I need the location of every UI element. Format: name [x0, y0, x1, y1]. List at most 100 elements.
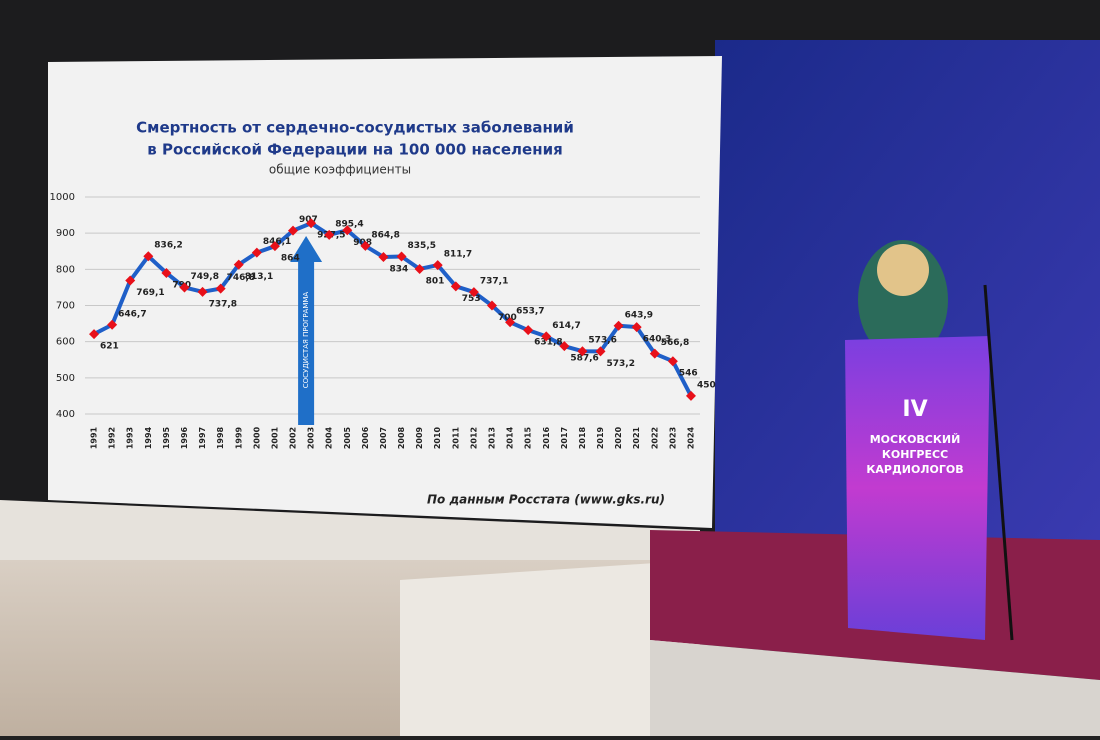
data-label: 864 [281, 254, 300, 264]
data-point [360, 240, 371, 251]
data-point [89, 329, 100, 340]
data-label: 631,8 [534, 338, 562, 348]
data-label: 835,5 [408, 241, 436, 251]
data-label: 811,7 [444, 250, 472, 260]
x-tick-label: 2010 [433, 426, 442, 449]
data-label: 836,2 [154, 241, 182, 251]
data-point [505, 317, 516, 328]
x-tick-label: 2011 [451, 426, 460, 449]
data-point [233, 259, 244, 270]
data-point [523, 325, 534, 336]
x-tick-label: 2012 [469, 427, 478, 449]
data-label: 737,1 [480, 277, 508, 287]
data-label: 769,1 [136, 288, 164, 298]
y-tick-label: 400 [56, 409, 75, 420]
data-label: 573,6 [588, 336, 616, 346]
podium-line: КАРДИОЛОГОВ [866, 463, 963, 476]
data-point [649, 348, 660, 359]
data-label: 546 [679, 369, 698, 379]
data-point [125, 275, 136, 286]
chart-subtitle: в Российской Федерации на 100 000 населе… [147, 141, 562, 159]
x-tick-label: 1997 [198, 427, 207, 449]
data-point [179, 282, 190, 293]
x-tick-label: 2006 [361, 426, 370, 449]
data-label: 813,1 [245, 272, 273, 282]
data-label: 907 [299, 215, 318, 225]
podium [845, 336, 990, 640]
podium-number: IV [902, 397, 927, 422]
source: По данным Росстата (www.gks.ru) [427, 493, 665, 507]
data-label: 749,8 [190, 272, 218, 282]
data-label: 895,4 [335, 219, 363, 229]
x-tick-label: 2000 [252, 426, 261, 449]
data-label: 653,7 [516, 307, 544, 317]
data-label: 737,8 [209, 299, 237, 309]
podium-line: МОСКОВСКИЙ [870, 433, 961, 446]
annotation-arrow [290, 236, 323, 425]
x-tick-label: 2016 [542, 426, 551, 449]
data-label: 746,8 [227, 273, 255, 283]
data-point [215, 283, 226, 294]
y-tick-label: 900 [56, 228, 75, 239]
data-point [468, 287, 479, 298]
x-tick-label: 2022 [650, 427, 659, 449]
screen [48, 56, 722, 528]
data-label: 801 [426, 276, 445, 286]
data-point [306, 218, 317, 229]
x-tick-label: 2023 [668, 427, 677, 449]
data-point [161, 267, 172, 278]
x-tick-label: 2018 [578, 426, 587, 449]
data-point [378, 252, 389, 263]
stage-front [650, 640, 1100, 736]
data-point [432, 260, 443, 271]
x-tick-label: 1992 [108, 427, 117, 449]
data-point [577, 346, 588, 357]
data-label: 643,9 [625, 310, 653, 320]
x-tick-label: 2020 [614, 426, 623, 449]
mic-stand [983, 284, 1014, 641]
data-label: 566,8 [661, 338, 689, 348]
y-tick-label: 1000 [50, 192, 75, 203]
y-tick-label: 600 [56, 337, 75, 348]
x-tick-label: 1999 [234, 426, 243, 449]
x-tick-label: 2019 [596, 426, 605, 449]
data-point [107, 319, 118, 330]
x-tick-label: 2009 [415, 426, 424, 449]
x-tick-label: 1995 [162, 426, 171, 449]
plot: 400 500 600 700 800 900 1000 1991 1992 1993 1994 19… [50, 192, 716, 449]
data-point [667, 356, 678, 367]
data-point [288, 225, 299, 236]
y-tick-label: 500 [56, 373, 75, 384]
x-tick-label: 2013 [487, 427, 496, 449]
x-tick-label: 1993 [126, 427, 135, 449]
x-tick-label: 2024 [686, 426, 695, 449]
data-label: 640,3 [643, 335, 671, 345]
x-tick-label: 2004 [325, 426, 334, 449]
data-point [414, 263, 425, 274]
data-point [685, 390, 696, 401]
data-point [595, 346, 606, 357]
x-tick-label: 2005 [343, 426, 352, 449]
x-tick-label: 1994 [144, 426, 153, 449]
data-point [324, 229, 335, 240]
y-tick-label: 700 [56, 301, 75, 312]
x-tick-label: 2008 [397, 426, 406, 449]
data-label: 450 [697, 380, 716, 390]
podium-line: КОНГРЕСС [882, 448, 948, 461]
data-point [143, 251, 154, 262]
x-tick-label: 1991 [90, 426, 99, 449]
data-label: 834 [389, 265, 408, 275]
data-point [269, 241, 280, 252]
x-tick-label: 2001 [270, 426, 279, 449]
x-tick-label: 2014 [506, 426, 515, 449]
data-label: 908 [353, 238, 372, 248]
x-tick-label: 1998 [216, 426, 225, 449]
data-line [93, 221, 693, 397]
data-point [613, 320, 624, 331]
data-label: 614,7 [552, 321, 580, 331]
data-label: 621 [100, 342, 119, 352]
data-label: 646,7 [118, 309, 146, 319]
x-tick-label: 2021 [632, 426, 641, 449]
data-point [197, 286, 208, 297]
